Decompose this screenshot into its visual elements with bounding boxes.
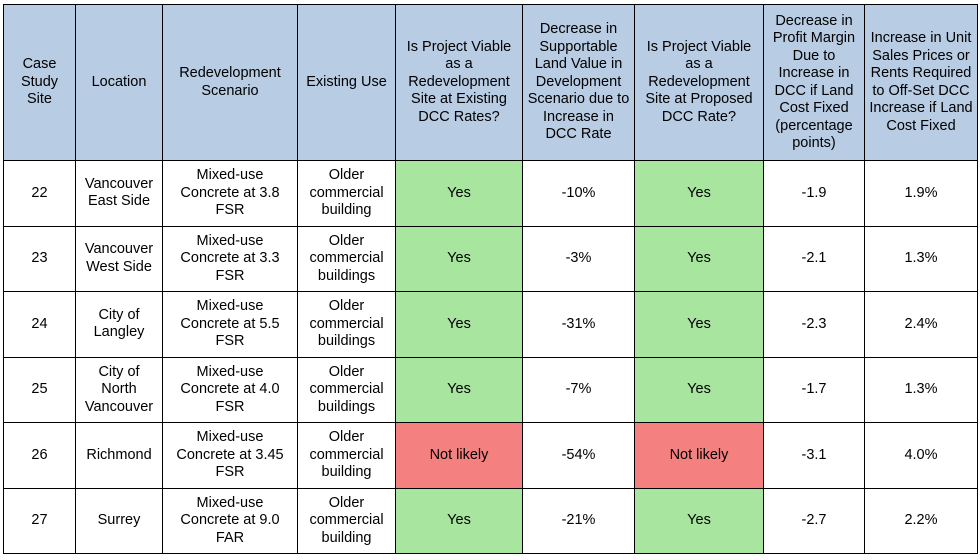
table-row: 26 Richmond Mixed-use Concrete at 3.45 F… xyxy=(3,422,978,489)
cell-scenario: Mixed-use Concrete at 3.45 FSR xyxy=(162,422,298,489)
table-row: 23 Vancouver West Side Mixed-use Concret… xyxy=(3,225,978,292)
cell-existing-use: Older commercial buildings xyxy=(297,356,396,423)
cell-site: 22 xyxy=(3,160,76,227)
cell-viable-proposed: Yes xyxy=(634,160,764,227)
cell-profit-margin-decrease: -2.3 xyxy=(763,291,865,358)
header-redevelopment-scenario: Redevelopment Scenario xyxy=(162,4,298,161)
cell-site: 27 xyxy=(3,487,76,554)
cell-site: 24 xyxy=(3,291,76,358)
cell-scenario: Mixed-use Concrete at 3.3 FSR xyxy=(162,225,298,292)
header-viable-existing-dcc: Is Project Viable as a Redevelopment Sit… xyxy=(395,4,523,161)
cell-price-increase: 1.9% xyxy=(864,160,978,227)
cell-site: 23 xyxy=(3,225,76,292)
cell-site: 26 xyxy=(3,422,76,489)
dcc-case-study-table: Case Study Site Location Redevelopment S… xyxy=(3,4,978,554)
cell-existing-use: Older commercial building xyxy=(297,422,396,489)
cell-price-increase: 4.0% xyxy=(864,422,978,489)
table-row: 24 City of Langley Mixed-use Concrete at… xyxy=(3,291,978,358)
cell-profit-margin-decrease: -1.9 xyxy=(763,160,865,227)
cell-viable-existing: Yes xyxy=(395,225,523,292)
cell-site: 25 xyxy=(3,356,76,423)
cell-location: Richmond xyxy=(75,422,163,489)
cell-price-increase: 1.3% xyxy=(864,356,978,423)
header-location: Location xyxy=(75,4,163,161)
cell-viable-proposed: Not likely xyxy=(634,422,764,489)
cell-profit-margin-decrease: -1.7 xyxy=(763,356,865,423)
cell-location: City of North Vancouver xyxy=(75,356,163,423)
header-profit-margin-decrease: Decrease in Profit Margin Due to Increas… xyxy=(763,4,865,161)
cell-land-value-decrease: -7% xyxy=(522,356,635,423)
cell-viable-proposed: Yes xyxy=(634,291,764,358)
cell-existing-use: Older commercial buildings xyxy=(297,225,396,292)
cell-land-value-decrease: -10% xyxy=(522,160,635,227)
header-row: Case Study Site Location Redevelopment S… xyxy=(3,4,978,161)
header-price-increase-required: Increase in Unit Sales Prices or Rents R… xyxy=(864,4,978,161)
cell-viable-existing: Yes xyxy=(395,356,523,423)
cell-viable-existing: Not likely xyxy=(395,422,523,489)
cell-viable-proposed: Yes xyxy=(634,487,764,554)
cell-scenario: Mixed-use Concrete at 5.5 FSR xyxy=(162,291,298,358)
cell-land-value-decrease: -3% xyxy=(522,225,635,292)
cell-profit-margin-decrease: -2.1 xyxy=(763,225,865,292)
cell-location: Vancouver East Side xyxy=(75,160,163,227)
cell-existing-use: Older commercial buildings xyxy=(297,291,396,358)
cell-profit-margin-decrease: -3.1 xyxy=(763,422,865,489)
header-land-value-decrease: Decrease in Supportable Land Value in De… xyxy=(522,4,635,161)
cropped-caption-strip xyxy=(0,0,980,5)
cell-existing-use: Older commercial building xyxy=(297,487,396,554)
cell-land-value-decrease: -54% xyxy=(522,422,635,489)
cell-location: City of Langley xyxy=(75,291,163,358)
cell-price-increase: 1.3% xyxy=(864,225,978,292)
table-row: 22 Vancouver East Side Mixed-use Concret… xyxy=(3,160,978,227)
cell-viable-proposed: Yes xyxy=(634,225,764,292)
cell-viable-existing: Yes xyxy=(395,487,523,554)
header-existing-use: Existing Use xyxy=(297,4,396,161)
cell-price-increase: 2.2% xyxy=(864,487,978,554)
cell-location: Vancouver West Side xyxy=(75,225,163,292)
header-viable-proposed-dcc: Is Project Viable as a Redevelopment Sit… xyxy=(634,4,764,161)
cell-location: Surrey xyxy=(75,487,163,554)
cell-scenario: Mixed-use Concrete at 9.0 FAR xyxy=(162,487,298,554)
table-row: 27 Surrey Mixed-use Concrete at 9.0 FAR … xyxy=(3,487,978,554)
cell-scenario: Mixed-use Concrete at 3.8 FSR xyxy=(162,160,298,227)
cell-price-increase: 2.4% xyxy=(864,291,978,358)
cell-land-value-decrease: -21% xyxy=(522,487,635,554)
cell-profit-margin-decrease: -2.7 xyxy=(763,487,865,554)
table-row: 25 City of North Vancouver Mixed-use Con… xyxy=(3,356,978,423)
cell-viable-existing: Yes xyxy=(395,160,523,227)
cell-viable-proposed: Yes xyxy=(634,356,764,423)
cell-scenario: Mixed-use Concrete at 4.0 FSR xyxy=(162,356,298,423)
cell-land-value-decrease: -31% xyxy=(522,291,635,358)
cell-viable-existing: Yes xyxy=(395,291,523,358)
cell-existing-use: Older commercial building xyxy=(297,160,396,227)
header-case-study-site: Case Study Site xyxy=(3,4,76,161)
